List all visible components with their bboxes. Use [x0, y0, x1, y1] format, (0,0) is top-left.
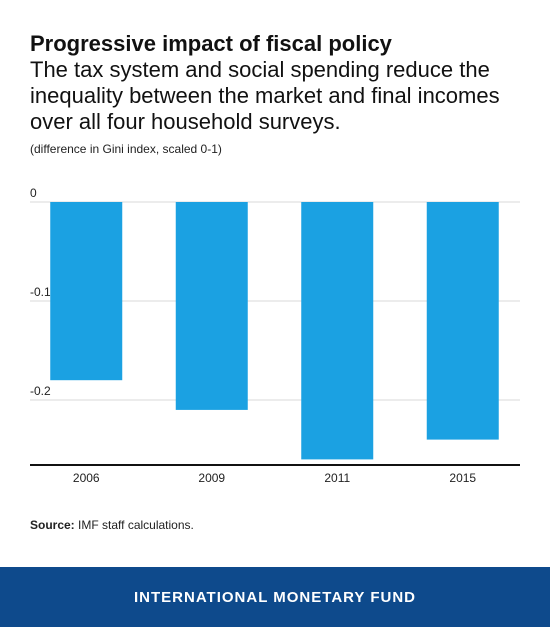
chart-title: Progressive impact of fiscal policy [30, 31, 392, 56]
y-tick-label: -0.2 [30, 384, 51, 398]
chart-subtitle: The tax system and social spending reduc… [30, 57, 500, 134]
units-note: (difference in Gini index, scaled 0-1) [30, 142, 222, 156]
x-tick-label: 2011 [324, 471, 350, 485]
bar-chart: 0 -0.1 -0.2 2006 2009 2011 2015 [30, 186, 520, 485]
source-label: Source: [30, 518, 75, 532]
x-tick-label: 2009 [198, 471, 225, 485]
y-tick-label: 0 [30, 186, 37, 200]
bar-2009 [175, 202, 248, 410]
bar-2015 [426, 202, 499, 440]
footer-org-name: INTERNATIONAL MONETARY FUND [134, 588, 416, 606]
x-tick-label: 2006 [73, 471, 100, 485]
y-tick-label: -0.1 [30, 285, 51, 299]
source-note: Source: IMF staff calculations. [30, 518, 194, 532]
source-text: IMF staff calculations. [78, 518, 194, 532]
bar-2011 [301, 202, 374, 460]
footer-bar: INTERNATIONAL MONETARY FUND [0, 567, 550, 627]
bar-2006 [50, 202, 123, 381]
x-tick-label: 2015 [449, 471, 476, 485]
